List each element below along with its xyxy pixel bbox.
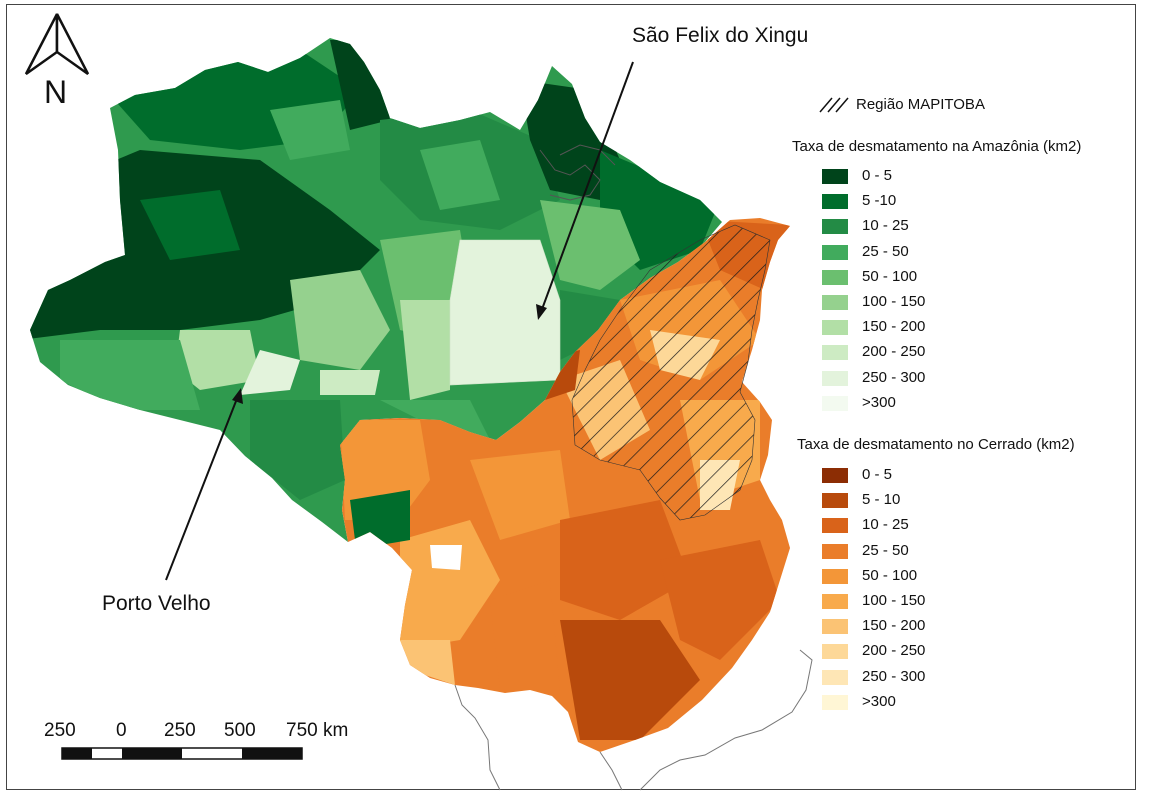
cerrado-legend-label: 25 - 50 [862, 541, 909, 559]
mapitoba-legend-label: Região MAPITOBA [856, 96, 985, 113]
cerrado-legend-label: 0 - 5 [862, 466, 893, 483]
cerrado-swatch [822, 543, 848, 559]
amazonia-legend-label: >300 [862, 393, 896, 411]
amazonia-legend-label: 250 - 300 [862, 368, 926, 386]
callout-arrow-sao-felix [536, 61, 634, 320]
scale-label-4: 750 km [286, 720, 349, 741]
amazonia-legend-label: 25 - 50 [862, 242, 909, 260]
cerrado-swatch [822, 468, 848, 483]
scale-bar [61, 747, 303, 760]
cerrado-legend-label: 250 - 300 [862, 667, 926, 685]
scale-label-0: 250 [44, 720, 76, 741]
amazonia-swatch [822, 169, 848, 184]
cerrado-legend-label: 5 - 10 [862, 491, 901, 509]
country-outline [454, 649, 813, 791]
sao-felix-label: São Felix do Xingu [632, 24, 809, 47]
amazonia-swatch [822, 320, 848, 336]
amazonia-legend-label: 200 - 250 [862, 343, 926, 361]
cerrado-legend-label: 50 - 100 [862, 566, 918, 584]
cerrado-swatch [822, 493, 848, 509]
amazonia-legend-label: 50 - 100 [862, 267, 918, 285]
amazonia-legend-label: 10 - 25 [862, 217, 909, 235]
north-label: N [44, 74, 68, 110]
scale-label-1: 0 [116, 720, 127, 741]
porto-velho-label: Porto Velho [102, 592, 211, 615]
amazonia-swatch [822, 194, 848, 210]
cerrado-legend-label: 150 - 200 [862, 617, 926, 635]
cerrado-swatch [822, 518, 848, 534]
amazonia-swatch [822, 395, 848, 411]
scale-label-3: 500 [224, 720, 256, 741]
amazonia-swatch [822, 345, 848, 361]
amazonia-legend-title: Taxa de desmatamento na Amazônia (km2) [792, 138, 1082, 155]
cerrado-swatch [822, 619, 848, 635]
cerrado-legend-label: 100 - 150 [862, 592, 926, 609]
amazonia-swatch [822, 269, 848, 285]
amazonia-legend-label: 0 - 5 [862, 167, 893, 184]
amazonia-legend-label: 100 - 150 [862, 293, 926, 310]
cerrado-swatch [822, 568, 848, 584]
amazonia-region [30, 38, 722, 542]
amazonia-swatch [822, 244, 848, 260]
cerrado-legend-label: 10 - 25 [862, 516, 909, 534]
callout-arrow-porto-velho [165, 388, 243, 581]
amazonia-legend-label: 5 -10 [862, 192, 897, 210]
amazonia-swatch [822, 219, 848, 235]
cerrado-swatch [822, 594, 848, 609]
cerrado-legend-label: 200 - 250 [862, 642, 926, 660]
north-arrow-icon [24, 13, 90, 76]
mapitoba-region [571, 224, 771, 521]
cerrado-swatch [822, 669, 848, 685]
amazonia-legend-label: 150 - 200 [862, 318, 926, 336]
cerrado-legend-label: >300 [862, 692, 896, 710]
cerrado-legend-title: Taxa de desmatamento no Cerrado (km2) [797, 436, 1075, 453]
amazonia-swatch [822, 295, 848, 310]
amazonia-swatch [822, 370, 848, 386]
cerrado-swatch [822, 644, 848, 660]
scale-label-2: 250 [164, 720, 196, 741]
mapitoba-legend-icon [819, 97, 849, 113]
cerrado-swatch [822, 694, 848, 710]
